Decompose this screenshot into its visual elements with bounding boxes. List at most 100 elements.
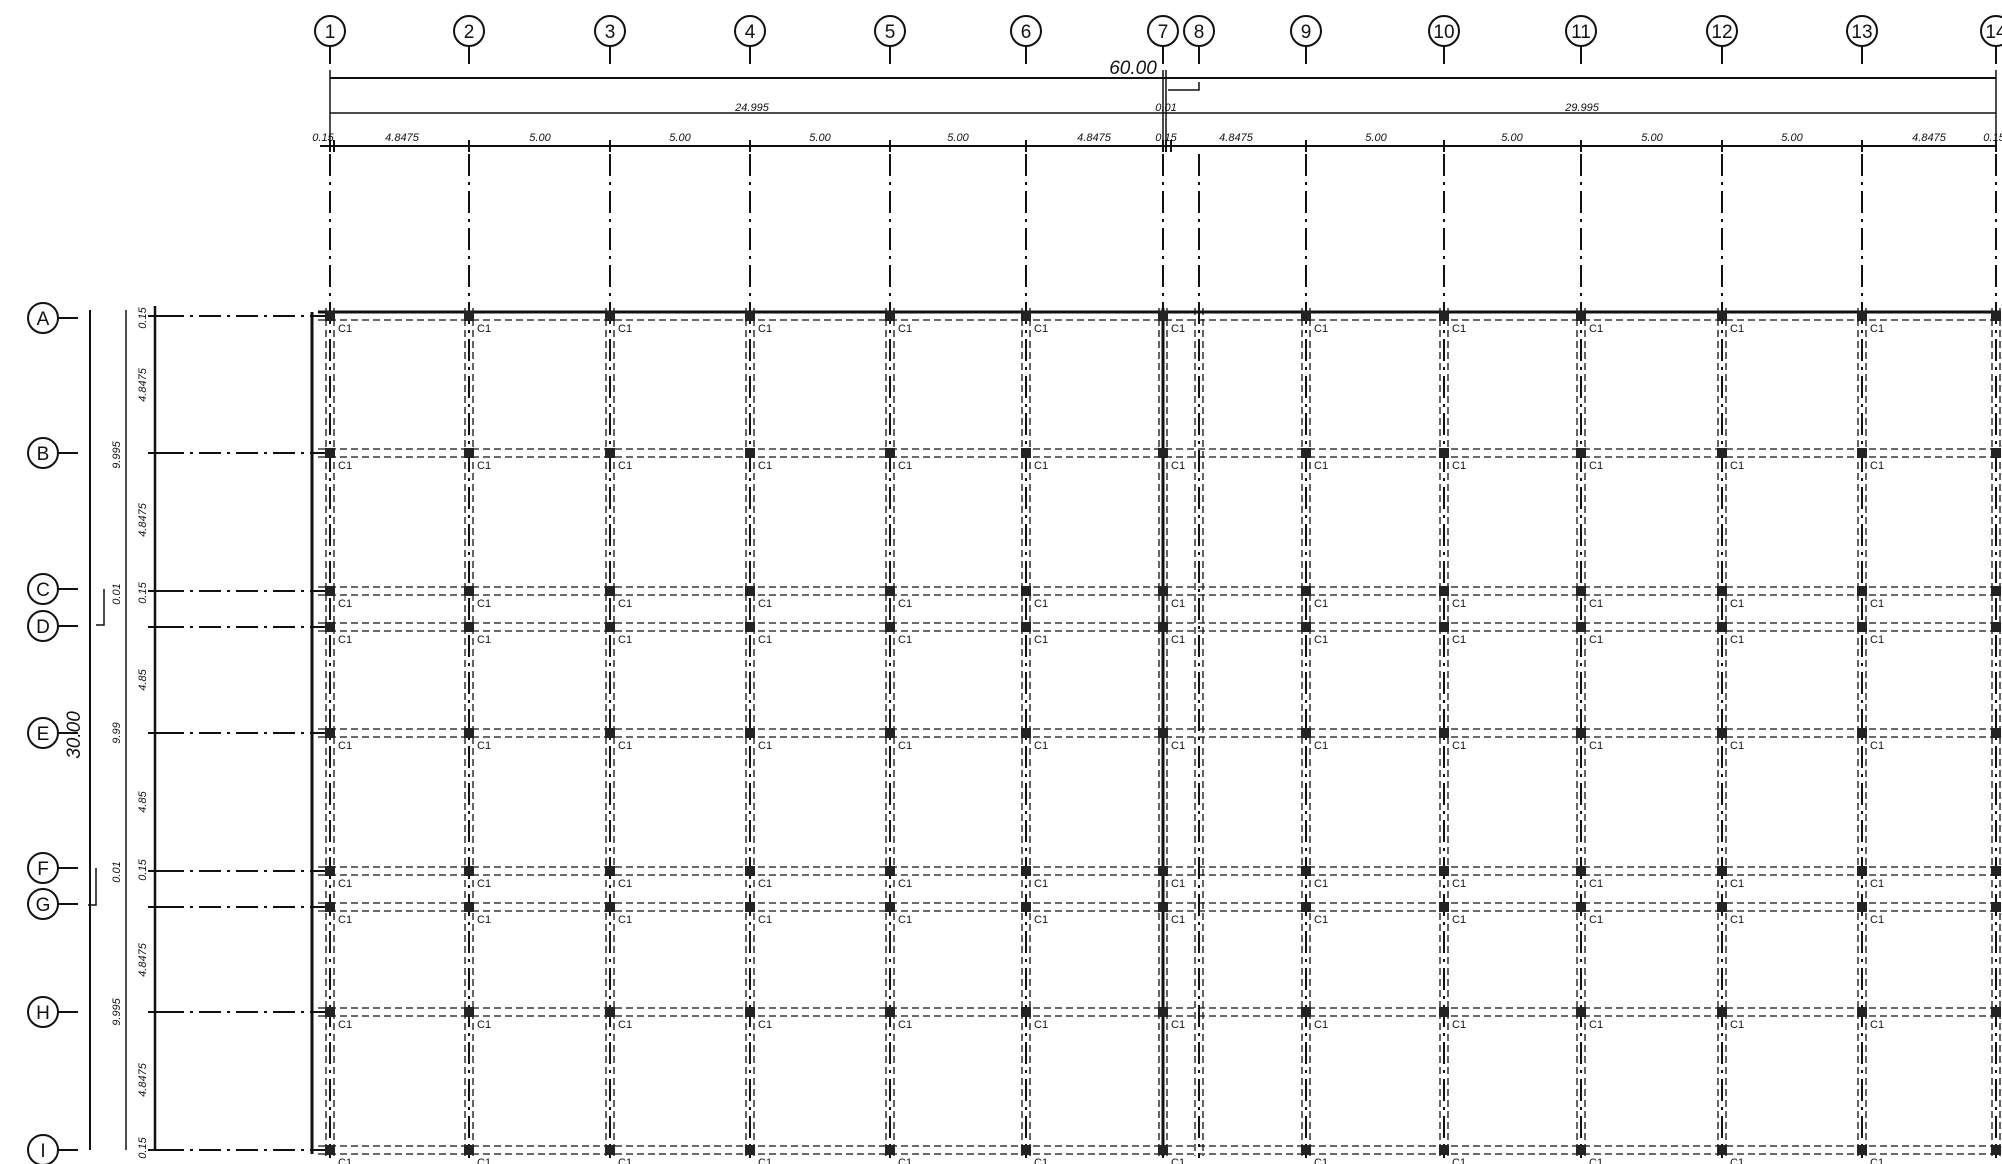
column-marker (325, 1145, 335, 1155)
dim-segment-y: 0.15 (137, 581, 149, 603)
axis-label-y: H (36, 1003, 50, 1024)
dim-x-part-right: 29.995 (1564, 102, 1600, 114)
column-marker (464, 311, 474, 321)
column-tag: C1 (1171, 1157, 1185, 1164)
column-tag: C1 (1171, 914, 1185, 926)
beams-layer (310, 308, 2001, 1156)
column-marker (1021, 1007, 1031, 1017)
dim-segment-x: 5.00 (1365, 132, 1387, 144)
column-tag: C1 (618, 1019, 632, 1031)
column-tag: C1 (758, 460, 772, 472)
column-marker (745, 1007, 755, 1017)
column-tag: C1 (338, 634, 352, 646)
axis-label-y: D (36, 617, 50, 638)
dim-y-group-gap-2: 0.01 (111, 861, 123, 882)
column-tag: C1 (1171, 460, 1185, 472)
column-marker (1439, 586, 1449, 596)
column-marker (1857, 311, 1867, 321)
column-marker (605, 448, 615, 458)
column-tag: C1 (618, 1157, 632, 1164)
column-marker (745, 902, 755, 912)
column-tag: C1 (1034, 878, 1048, 890)
column-marker (325, 1007, 335, 1017)
dim-segment-x: 5.00 (529, 132, 551, 144)
total-length-x: 60.00 (1109, 58, 1157, 79)
column-marker (885, 448, 895, 458)
column-tag: C1 (1870, 598, 1884, 610)
column-tag: C1 (1452, 1019, 1466, 1031)
column-marker (1576, 1007, 1586, 1017)
column-marker (1857, 622, 1867, 632)
column-tag: C1 (758, 878, 772, 890)
column-tag: C1 (1452, 878, 1466, 890)
column-marker (1021, 1145, 1031, 1155)
column-marker (1439, 728, 1449, 738)
column-tag: C1 (1452, 740, 1466, 752)
axis-label-x: 6 (1021, 22, 1032, 43)
column-marker (1301, 1145, 1311, 1155)
dim-segment-x: 4.8475 (1077, 132, 1112, 144)
column-tag: C1 (1870, 460, 1884, 472)
axis-label-x: 3 (605, 22, 616, 43)
column-marker (1301, 866, 1311, 876)
dim-segment-y: 0.15 (137, 306, 149, 328)
column-tag: C1 (758, 740, 772, 752)
column-marker (1857, 902, 1867, 912)
column-tag: C1 (1314, 878, 1328, 890)
dim-segment-y: 4.85 (137, 790, 149, 812)
column-marker (1021, 586, 1031, 596)
column-tag: C1 (618, 634, 632, 646)
column-tag: C1 (1452, 634, 1466, 646)
column-tag: C1 (1589, 323, 1603, 335)
column-marker (605, 622, 615, 632)
column-marker (464, 1145, 474, 1155)
column-marker (325, 902, 335, 912)
column-tag: C1 (1870, 914, 1884, 926)
axis-label-x: 12 (1711, 22, 1732, 43)
column-marker (605, 586, 615, 596)
column-marker (1301, 448, 1311, 458)
column-marker (1717, 866, 1727, 876)
column-tag: C1 (618, 914, 632, 926)
column-tag: C1 (618, 323, 632, 335)
dim-segment-x: 4.8475 (385, 132, 420, 144)
dim-segment-x: 0.15 (312, 132, 334, 144)
column-tag: C1 (898, 323, 912, 335)
column-marker (745, 728, 755, 738)
column-tag: C1 (1314, 740, 1328, 752)
column-marker (1158, 622, 1168, 632)
column-tag: C1 (1314, 460, 1328, 472)
column-marker (1158, 1007, 1168, 1017)
column-marker (325, 866, 335, 876)
column-tag: C1 (1034, 1157, 1048, 1164)
column-marker (1991, 866, 2001, 876)
column-marker (1991, 1007, 2001, 1017)
column-tag: C1 (1452, 323, 1466, 335)
column-marker (1576, 1145, 1586, 1155)
column-marker (1576, 728, 1586, 738)
column-tag: C1 (1870, 323, 1884, 335)
column-marker (1301, 1007, 1311, 1017)
column-marker (1717, 622, 1727, 632)
axis-label-y: E (37, 724, 50, 745)
column-tag: C1 (898, 740, 912, 752)
column-tag: C1 (898, 1019, 912, 1031)
column-marker (1991, 622, 2001, 632)
column-marker (1576, 448, 1586, 458)
column-marker (605, 1007, 615, 1017)
column-tag: C1 (1452, 914, 1466, 926)
column-marker (464, 586, 474, 596)
column-marker (1158, 448, 1168, 458)
column-marker (1158, 586, 1168, 596)
column-marker (1857, 1007, 1867, 1017)
column-tag: C1 (338, 323, 352, 335)
column-tag: C1 (758, 1019, 772, 1031)
column-marker (885, 1007, 895, 1017)
axis-label-x: 8 (1194, 22, 1205, 43)
column-marker (605, 728, 615, 738)
dim-segment-x: 5.00 (1641, 132, 1663, 144)
column-tag: C1 (1314, 323, 1328, 335)
column-marker (325, 448, 335, 458)
column-marker (464, 622, 474, 632)
column-marker (745, 448, 755, 458)
